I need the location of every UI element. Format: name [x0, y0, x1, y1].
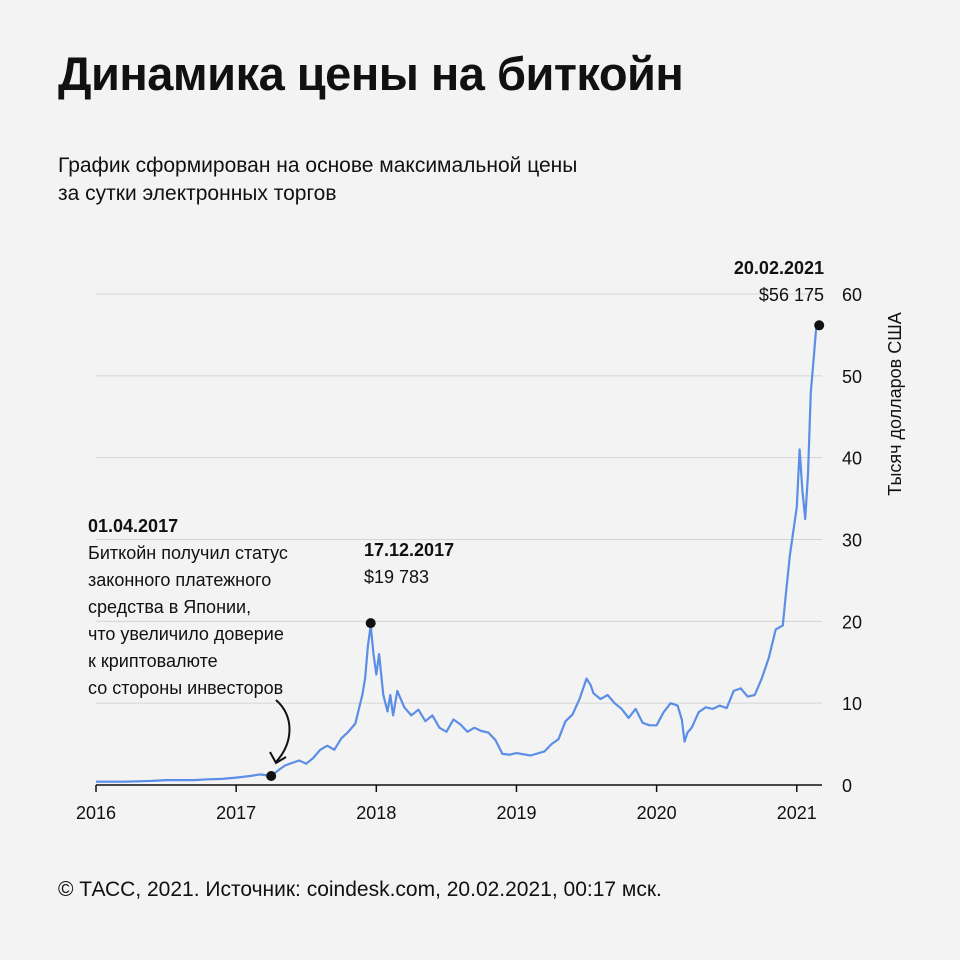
- x-tick-label: 2019: [496, 803, 536, 823]
- annotation-japan-arrowhead: [269, 751, 287, 765]
- y-tick-label: 10: [842, 694, 862, 714]
- annotation-japan-date: 01.04.2017: [88, 516, 178, 536]
- page-title: Динамика цены на биткойн: [58, 47, 684, 100]
- y-tick-label: 20: [842, 612, 862, 632]
- source-note: © ТАСС, 2021. Источник: coindesk.com, 20…: [58, 878, 662, 901]
- x-tick-label: 2020: [637, 803, 677, 823]
- x-tick-labels: 2016 2017 2018 2019 2020 2021: [76, 785, 817, 823]
- annotation-japan-line-6: со стороны инвесторов: [88, 678, 283, 698]
- subtitle-line-2: за сутки электронных торгов: [58, 182, 337, 205]
- subtitle-line-1: График сформирован на основе максимально…: [58, 154, 578, 177]
- subtitle: График сформирован на основе максимально…: [58, 152, 758, 208]
- y-tick-label: 30: [842, 531, 862, 551]
- price-series-line: [96, 325, 818, 783]
- y-axis-label: Тысяч долларов США: [885, 312, 905, 496]
- annotation-japan-marker: [266, 770, 277, 781]
- x-tick-label: 2016: [76, 803, 116, 823]
- gridlines: [96, 293, 822, 786]
- annotation-2017-marker: [365, 618, 376, 629]
- annotation-japan-line-4: что увеличило доверие: [88, 624, 284, 644]
- y-tick-label: 40: [842, 449, 862, 469]
- annotation-japan-line-5: к криптовалюте: [88, 651, 218, 671]
- y-tick-labels: 0 10 20 30 40 50 60: [842, 285, 862, 796]
- annotation-japan-line-2: законного платежного: [88, 570, 271, 590]
- annotation-2021-marker: [814, 320, 825, 331]
- x-tick-label: 2018: [356, 803, 396, 823]
- annotation-2017-value: $19 783: [364, 567, 429, 587]
- y-tick-label: 60: [842, 285, 862, 305]
- annotation-japan-line-3: средства в Японии,: [88, 597, 251, 617]
- x-tick-label: 2017: [216, 803, 256, 823]
- annotation-2021-value: $56 175: [759, 285, 824, 305]
- annotation-japan-line-1: Биткойн получил статус: [88, 543, 288, 563]
- x-tick-label: 2021: [777, 803, 817, 823]
- annotation-japan-arrow: [275, 699, 291, 763]
- annotation-2021-date: 20.02.2021: [734, 258, 824, 278]
- y-tick-label: 0: [842, 776, 852, 796]
- y-tick-label: 50: [842, 367, 862, 387]
- annotation-2017-date: 17.12.2017: [364, 540, 454, 560]
